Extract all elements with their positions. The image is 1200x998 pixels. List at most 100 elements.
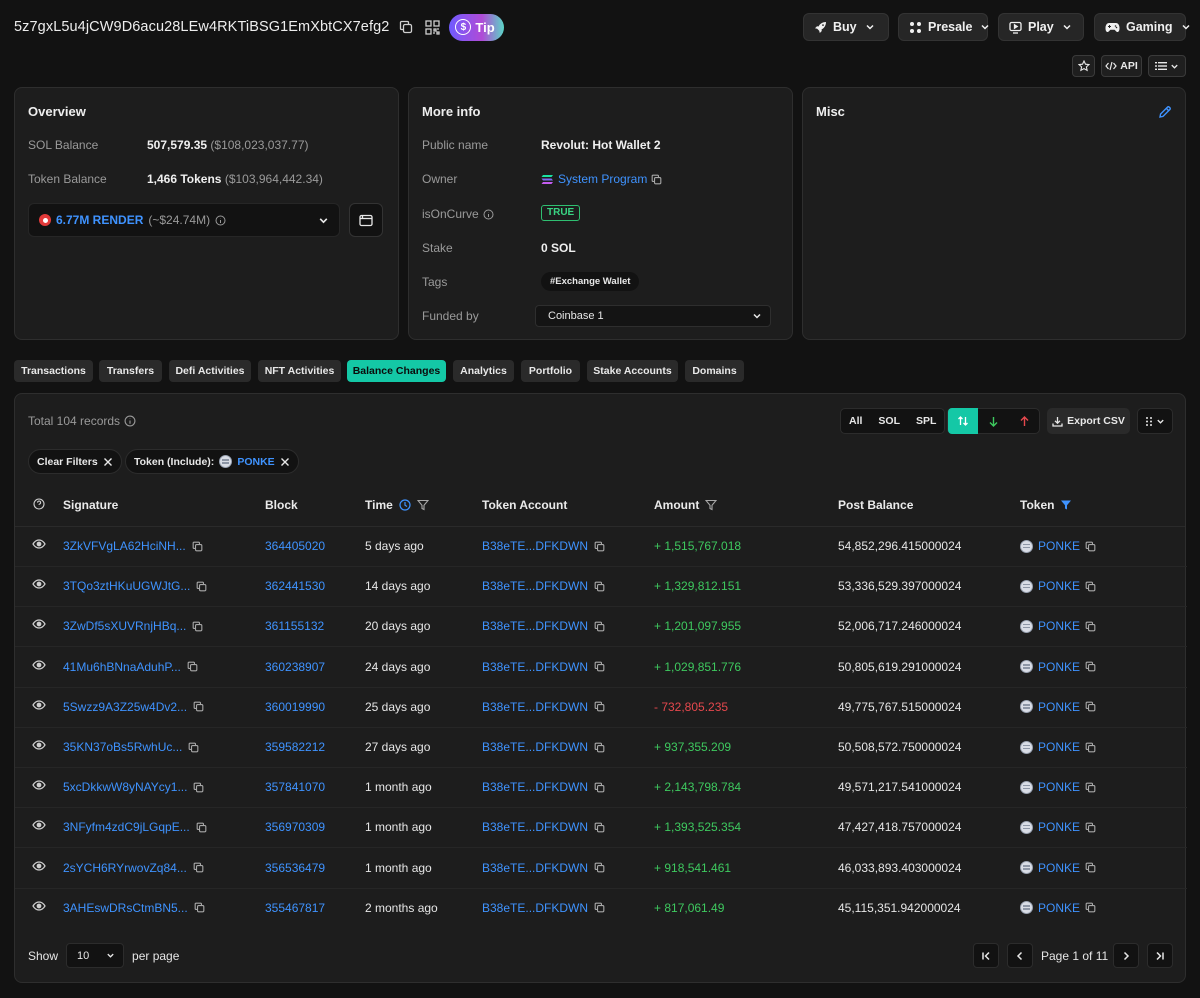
copy-icon[interactable]: [651, 174, 662, 185]
signature-link[interactable]: 3TQo3ztHKuUGWJtG...: [63, 579, 191, 594]
copy-icon[interactable]: [1085, 822, 1096, 833]
funded-by-select[interactable]: Coinbase 1: [535, 305, 771, 327]
signature-link[interactable]: 3ZkVFVgLA62HciNH...: [63, 539, 186, 553]
copy-icon[interactable]: [594, 742, 605, 753]
block-link[interactable]: 360238907: [265, 659, 326, 674]
signature-link[interactable]: 3ZwDf5sXUVRnjHBq...: [63, 619, 187, 634]
copy-icon[interactable]: [192, 541, 203, 552]
favorite-button[interactable]: [1072, 55, 1095, 77]
token-account-link[interactable]: B38eTE...DFKDWN: [482, 539, 589, 553]
tab-defi-activities[interactable]: Defi Activities: [169, 360, 251, 382]
filter-all-button[interactable]: All: [849, 415, 863, 427]
direction-in-button[interactable]: [978, 408, 1008, 434]
tab-transactions[interactable]: Transactions: [14, 360, 93, 382]
filter-active-icon[interactable]: [1060, 499, 1072, 511]
copy-icon[interactable]: [193, 701, 204, 712]
nav-play-button[interactable]: Play: [998, 13, 1084, 41]
nav-presale-button[interactable]: Presale: [898, 13, 990, 41]
token-link[interactable]: PONKE: [1038, 619, 1081, 634]
copy-icon[interactable]: [192, 621, 203, 632]
export-csv-button[interactable]: Export CSV: [1047, 408, 1130, 434]
token-link[interactable]: PONKE: [1038, 659, 1081, 674]
view-details-eye-icon[interactable]: [32, 860, 46, 871]
copy-icon[interactable]: [594, 621, 605, 632]
list-options-button[interactable]: [1148, 55, 1186, 77]
per-page-select[interactable]: 10: [66, 943, 125, 968]
token-account-link[interactable]: B38eTE...DFKDWN: [482, 619, 589, 634]
block-link[interactable]: 362441530: [265, 579, 326, 594]
token-account-link[interactable]: B38eTE...DFKDWN: [482, 820, 589, 835]
view-details-eye-icon[interactable]: [32, 619, 46, 629]
prev-page-button[interactable]: [1007, 943, 1033, 968]
token-link[interactable]: PONKE: [1038, 780, 1081, 795]
copy-icon[interactable]: [1085, 902, 1096, 913]
signature-link[interactable]: 5Swzz9A3Z25w4Dv2...: [63, 699, 188, 714]
token-link[interactable]: PONKE: [1038, 579, 1081, 594]
wallet-button[interactable]: [349, 203, 383, 237]
token-account-link[interactable]: B38eTE...DFKDWN: [482, 860, 589, 875]
filter-sol-button[interactable]: SOL: [878, 415, 901, 427]
view-details-eye-icon[interactable]: [32, 780, 46, 790]
direction-out-button[interactable]: [1009, 408, 1039, 434]
copy-address-icon[interactable]: [397, 18, 415, 36]
copy-icon[interactable]: [1085, 541, 1096, 552]
qr-code-icon[interactable]: [423, 18, 441, 36]
owner-link[interactable]: System Program: [558, 172, 648, 186]
view-details-eye-icon[interactable]: [32, 539, 46, 549]
first-page-button[interactable]: [973, 943, 999, 968]
copy-icon[interactable]: [1085, 701, 1096, 712]
signature-link[interactable]: 5xcDkkwW8yNAYcy1...: [63, 780, 188, 795]
copy-icon[interactable]: [187, 661, 198, 672]
copy-icon[interactable]: [594, 902, 605, 913]
copy-icon[interactable]: [193, 862, 204, 873]
close-icon[interactable]: [103, 457, 113, 467]
tag-exchange-wallet[interactable]: #Exchange Wallet: [541, 272, 640, 291]
copy-icon[interactable]: [1085, 862, 1096, 873]
copy-icon[interactable]: [1085, 581, 1096, 592]
token-link[interactable]: PONKE: [1038, 820, 1081, 835]
tab-transfers[interactable]: Transfers: [99, 360, 162, 382]
tab-stake-accounts[interactable]: Stake Accounts: [587, 360, 678, 382]
clear-filters-chip[interactable]: Clear Filters: [28, 449, 122, 474]
copy-icon[interactable]: [594, 862, 605, 873]
view-details-eye-icon[interactable]: [32, 740, 46, 750]
token-link[interactable]: PONKE: [1038, 900, 1081, 915]
token-filter-chip[interactable]: Token (Include): PONKE: [125, 449, 299, 474]
tab-nft-activities[interactable]: NFT Activities: [258, 360, 341, 382]
view-details-eye-icon[interactable]: [32, 659, 46, 670]
nav-gaming-button[interactable]: Gaming: [1094, 13, 1190, 41]
copy-icon[interactable]: [196, 822, 207, 833]
copy-icon[interactable]: [594, 782, 605, 793]
api-button[interactable]: API: [1101, 55, 1142, 77]
block-link[interactable]: 359582212: [265, 740, 326, 754]
copy-icon[interactable]: [594, 581, 605, 592]
block-link[interactable]: 355467817: [265, 900, 326, 915]
nav-buy-button[interactable]: Buy: [803, 13, 889, 41]
view-details-eye-icon[interactable]: [32, 901, 46, 911]
copy-icon[interactable]: [194, 902, 205, 913]
view-details-eye-icon[interactable]: [32, 579, 46, 589]
signature-link[interactable]: 41Mu6hBNnaAduhP...: [63, 659, 181, 674]
token-link[interactable]: PONKE: [1038, 740, 1081, 754]
view-details-eye-icon[interactable]: [32, 700, 46, 710]
block-link[interactable]: 360019990: [265, 699, 326, 714]
tip-button[interactable]: $ Tip: [449, 13, 504, 41]
copy-icon[interactable]: [594, 541, 605, 552]
signature-link[interactable]: 3NFyfm4zdC9jLGqpE...: [63, 820, 190, 835]
block-link[interactable]: 357841070: [265, 780, 326, 795]
token-account-link[interactable]: B38eTE...DFKDWN: [482, 740, 589, 754]
copy-icon[interactable]: [1085, 621, 1096, 632]
close-icon[interactable]: [280, 457, 290, 467]
signature-link[interactable]: 2sYCH6RYrwovZq84...: [63, 860, 187, 875]
last-page-button[interactable]: [1147, 943, 1173, 968]
token-account-link[interactable]: B38eTE...DFKDWN: [482, 900, 589, 915]
token-link[interactable]: PONKE: [1038, 860, 1081, 875]
token-account-link[interactable]: B38eTE...DFKDWN: [482, 579, 589, 594]
filter-icon[interactable]: [705, 499, 718, 511]
copy-icon[interactable]: [594, 701, 605, 712]
token-account-link[interactable]: B38eTE...DFKDWN: [482, 780, 589, 795]
copy-icon[interactable]: [1085, 742, 1096, 753]
view-details-eye-icon[interactable]: [32, 820, 46, 830]
block-link[interactable]: 364405020: [265, 539, 326, 553]
next-page-button[interactable]: [1113, 943, 1139, 968]
